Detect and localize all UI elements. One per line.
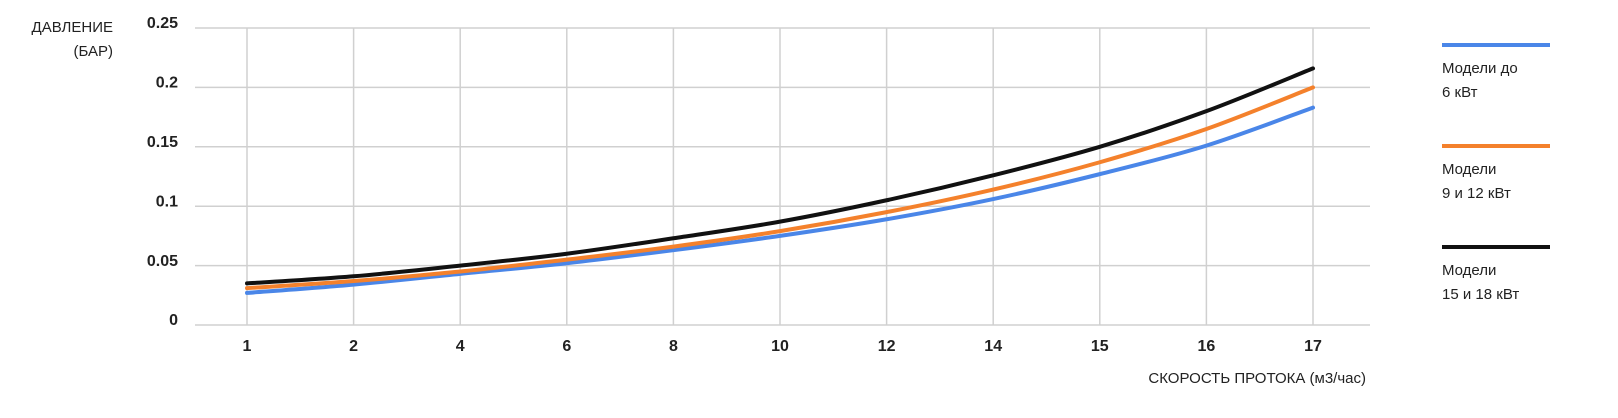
series-line bbox=[245, 66, 1315, 286]
y-tick-label: 0.2 bbox=[156, 75, 178, 92]
x-tick-label: 6 bbox=[562, 338, 571, 355]
x-tick-label: 8 bbox=[669, 338, 678, 355]
y-tick-label: 0.1 bbox=[156, 193, 178, 210]
x-tick-label: 14 bbox=[984, 338, 1002, 355]
y-tick-label: 0.15 bbox=[147, 134, 178, 151]
x-tick-label: 10 bbox=[771, 338, 789, 355]
y-tick-label: 0 bbox=[169, 312, 178, 329]
x-tick-label: 2 bbox=[349, 338, 358, 355]
x-axis-title: СКОРОСТЬ ПРОТОКА (м3/час) bbox=[1148, 370, 1366, 387]
x-tick-label: 12 bbox=[878, 338, 896, 355]
series-line bbox=[245, 105, 1315, 295]
y-tick-label: 0.05 bbox=[147, 253, 178, 270]
x-tick-label: 17 bbox=[1304, 338, 1322, 355]
legend-label: Модели до 6 кВт bbox=[1442, 60, 1518, 101]
y-axis-title: ДАВЛЕНИЕ (БАР) bbox=[31, 19, 113, 60]
x-tick-label: 16 bbox=[1198, 338, 1216, 355]
x-tick-label: 1 bbox=[243, 338, 252, 355]
x-tick-label: 4 bbox=[456, 338, 465, 355]
legend-label: Модели 9 и 12 кВт bbox=[1442, 161, 1511, 202]
x-tick-label: 15 bbox=[1091, 338, 1109, 355]
series-line bbox=[245, 85, 1315, 291]
legend-label: Модели 15 и 18 кВт bbox=[1442, 262, 1520, 303]
y-tick-label: 0.25 bbox=[147, 15, 178, 32]
